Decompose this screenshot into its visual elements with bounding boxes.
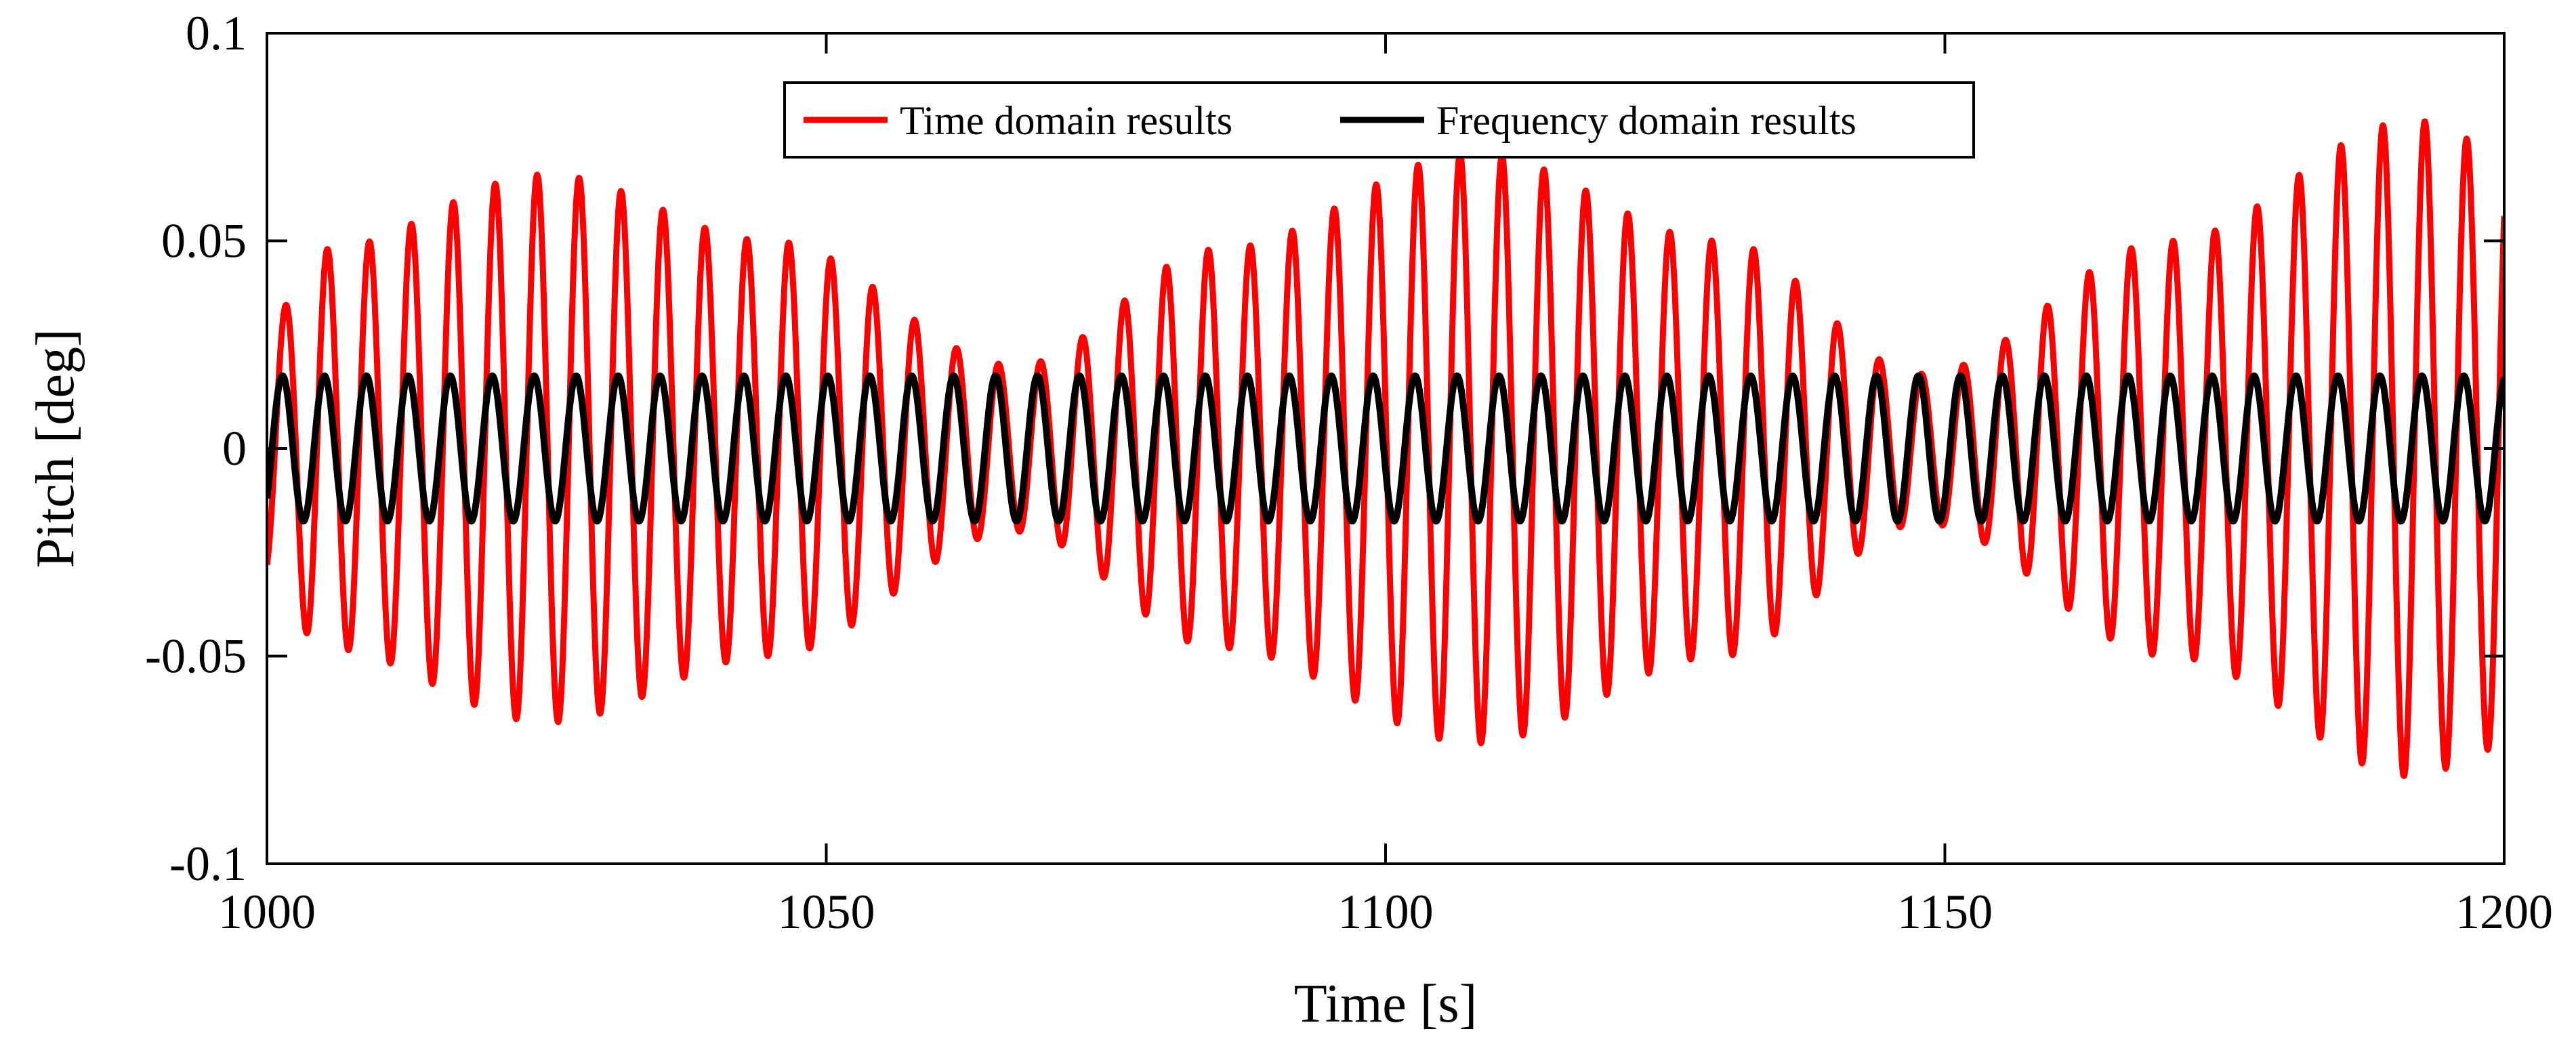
x-axis-ticks: 1000 1050 1100 1150 1200 [218,33,2553,939]
series-layer [267,118,2504,779]
x-axis-label: Time [s] [1294,974,1477,1034]
y-tick-label: 0.1 [186,6,247,60]
x-tick-label: 1050 [778,885,875,939]
y-axis-label: Pitch [deg] [26,329,85,568]
series-line-frequency-domain [267,372,2504,525]
x-tick-label: 1200 [2455,885,2553,939]
y-tick-label: 0.05 [161,214,247,268]
x-tick-label: 1100 [1337,885,1433,939]
y-axis-ticks: -0.1 -0.05 0 0.05 0.1 [145,6,2504,891]
legend: Time domain results Frequency domain res… [783,81,1975,159]
legend-label-frequency-domain: Frequency domain results [1436,98,1856,143]
y-tick-label: 0 [222,421,247,476]
y-tick-label: -0.1 [169,837,247,891]
x-tick-label: 1150 [1897,885,1993,939]
x-tick-label: 1000 [218,885,316,939]
y-tick-label: -0.05 [145,629,247,684]
legend-label-time-domain: Time domain results [900,98,1232,143]
series-line-time-domain [267,118,2504,779]
